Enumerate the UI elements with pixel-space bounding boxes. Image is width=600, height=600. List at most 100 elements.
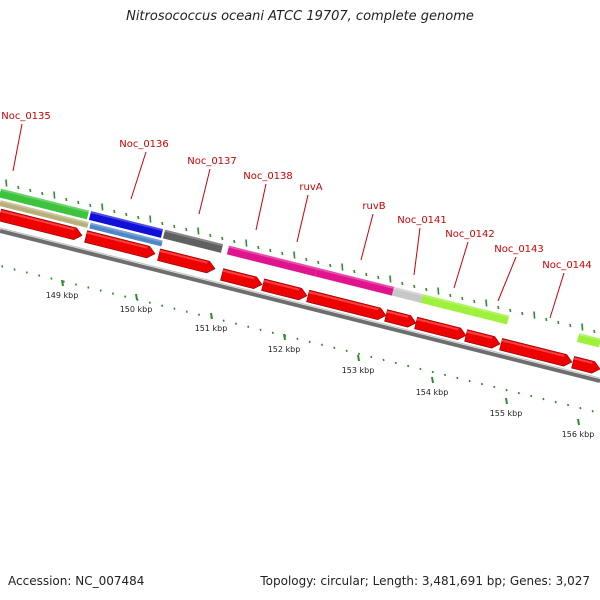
scale-dot	[247, 325, 250, 328]
scale-dot	[567, 403, 570, 407]
scale-major-tick	[577, 418, 580, 426]
tick-mark-upper	[449, 293, 452, 298]
label-leader-line	[497, 256, 517, 302]
scale-dot	[161, 304, 164, 307]
tick-mark-upper	[197, 227, 200, 235]
scale-dot	[38, 274, 41, 277]
scale-dot	[591, 409, 594, 413]
scale-dot	[554, 400, 557, 404]
tick-mark-upper	[353, 269, 356, 274]
scale-major-tick	[61, 279, 64, 287]
gene-band-noc0136	[88, 211, 164, 238]
tick-mark-upper	[5, 179, 8, 187]
label-leader-line	[549, 272, 565, 319]
gene-label: Noc_0143	[494, 244, 544, 255]
backbone-highlight	[0, 227, 600, 379]
tick-mark-upper	[41, 191, 44, 196]
label-leader-line	[360, 213, 374, 261]
scale-dot	[382, 358, 385, 362]
scale-dot	[333, 346, 336, 350]
tick-mark-upper	[125, 212, 128, 217]
scale-dot	[431, 370, 434, 374]
scale-dot	[357, 352, 360, 356]
tick-mark-upper	[113, 209, 116, 214]
gene-label: ruvB	[362, 201, 385, 212]
scale-dot	[505, 388, 508, 392]
kbp-label: 155 kbp	[490, 409, 523, 418]
cds-arrow-6	[306, 289, 387, 320]
scale-dot	[321, 343, 324, 347]
scale-dot	[259, 328, 262, 331]
tick-mark-upper	[365, 272, 368, 277]
gene-band-noc0142	[470, 306, 510, 325]
tick-mark-upper	[569, 323, 572, 328]
tick-mark-upper	[29, 188, 32, 193]
tick-mark-upper	[245, 239, 248, 247]
tick-mark-upper	[413, 284, 416, 289]
tick-mark-upper	[161, 221, 164, 226]
gene-label: Noc_0135	[1, 111, 51, 122]
scale-dot	[234, 322, 237, 325]
gene-band-ruvb	[391, 286, 424, 303]
label-leader-line	[12, 123, 23, 172]
scale-dot	[456, 376, 459, 380]
gene-band-noc0135	[0, 188, 90, 220]
tick-mark-upper	[17, 185, 20, 190]
gene-label: Noc_0137	[187, 156, 237, 167]
tick-mark-upper	[281, 251, 284, 256]
tick-mark-upper	[185, 227, 188, 232]
tick-mark-upper	[305, 257, 308, 262]
kbp-label: 151 kbp	[195, 324, 228, 333]
map-title: Nitrosococcus oceani ATCC 19707, complet…	[126, 9, 474, 24]
scale-dot	[419, 367, 422, 371]
tick-mark-upper	[149, 215, 152, 223]
tick-mark-upper	[389, 275, 392, 283]
scale-dot	[124, 295, 127, 298]
cds-arrow-4	[220, 268, 263, 289]
tick-mark-upper	[173, 224, 176, 229]
cds-arrow-5	[261, 278, 308, 301]
topology-text: Topology: circular; Length: 3,481,691 bp…	[260, 574, 590, 588]
genome-backbone	[0, 229, 600, 383]
tick-mark-upper	[233, 239, 236, 244]
scale-dot	[25, 271, 28, 274]
scale-dot	[468, 379, 471, 383]
tick-mark-upper	[545, 317, 548, 322]
scale-dot	[394, 361, 397, 365]
kbp-label: 154 kbp	[416, 388, 449, 397]
scale-dot	[148, 301, 151, 304]
tick-mark-upper	[89, 203, 92, 208]
label-leader-line	[255, 183, 267, 231]
scale-dot	[173, 307, 176, 310]
gene-label: Noc_0138	[243, 171, 293, 182]
scale-dot	[111, 292, 114, 295]
tick-mark-upper	[257, 245, 260, 250]
scale-dot	[345, 349, 348, 353]
gene-label: Noc_0136	[119, 139, 169, 150]
label-leader-line	[198, 168, 211, 215]
cds-arrow-2	[84, 230, 156, 259]
tick-mark-upper	[269, 248, 272, 253]
scale-dot	[62, 280, 65, 283]
tick-mark-upper	[557, 320, 560, 325]
scale-major-tick	[505, 397, 508, 405]
label-leader-line	[413, 227, 421, 276]
scale-dot	[99, 289, 102, 292]
tick-mark-upper	[401, 281, 404, 286]
scale-dot	[480, 382, 483, 386]
gene-band-noc0144	[576, 333, 600, 348]
scale-dot	[444, 373, 447, 377]
tick-mark-upper	[53, 191, 56, 199]
scale-dot	[13, 268, 16, 271]
tick-mark-upper	[425, 287, 428, 292]
tick-mark-upper	[473, 299, 476, 304]
secondary-band-noc0135	[0, 200, 89, 228]
scale-dot	[198, 313, 201, 316]
scale-dot	[75, 283, 78, 286]
scale-dot	[308, 340, 311, 344]
tick-mark-upper	[461, 296, 464, 301]
tick-mark-upper	[317, 260, 320, 265]
accession-text: Accession: NC_007484	[8, 574, 145, 588]
scale-dot	[50, 277, 53, 280]
tick-mark-upper	[221, 236, 224, 241]
